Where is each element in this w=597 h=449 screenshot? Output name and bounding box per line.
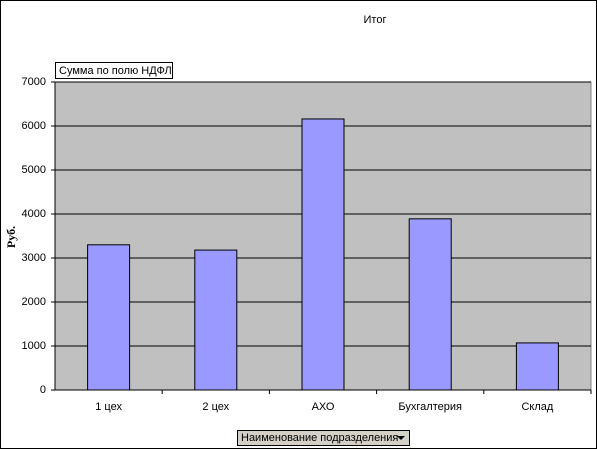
y-tick-label: 5000 xyxy=(22,164,46,176)
data-field-button[interactable]: Сумма по полю НДФЛ xyxy=(55,62,173,79)
category-field-button[interactable]: Наименование подразделения xyxy=(237,430,410,446)
y-tick-label: 4000 xyxy=(22,208,46,220)
y-axis-label: Руб. xyxy=(4,226,18,248)
x-tick-label: 2 цех xyxy=(202,401,229,413)
y-tick-label: 2000 xyxy=(22,296,46,308)
category-field-label: Наименование подразделения xyxy=(241,432,398,444)
y-tick-label: 3000 xyxy=(22,252,46,264)
data-field-label: Сумма по полю НДФЛ xyxy=(59,65,172,77)
y-tick-label: 1000 xyxy=(22,340,46,352)
x-tick-label: Бухгалтерия xyxy=(398,401,462,413)
button-frame xyxy=(237,430,410,446)
button-frame xyxy=(55,62,173,79)
x-tick-label: АХО xyxy=(312,401,335,413)
bar xyxy=(408,218,452,391)
x-tick-label: 1 цех xyxy=(95,401,122,413)
bar xyxy=(515,342,559,391)
dropdown-arrow[interactable] xyxy=(397,436,405,440)
bar xyxy=(194,249,238,391)
y-tick-label: 7000 xyxy=(22,76,46,88)
bar xyxy=(87,244,131,391)
bar xyxy=(301,118,345,391)
y-tick-label: 6000 xyxy=(22,120,46,132)
x-tick-label: Склад xyxy=(521,401,553,413)
chart-title: Итог xyxy=(364,14,387,26)
y-tick-label: 0 xyxy=(40,384,46,396)
